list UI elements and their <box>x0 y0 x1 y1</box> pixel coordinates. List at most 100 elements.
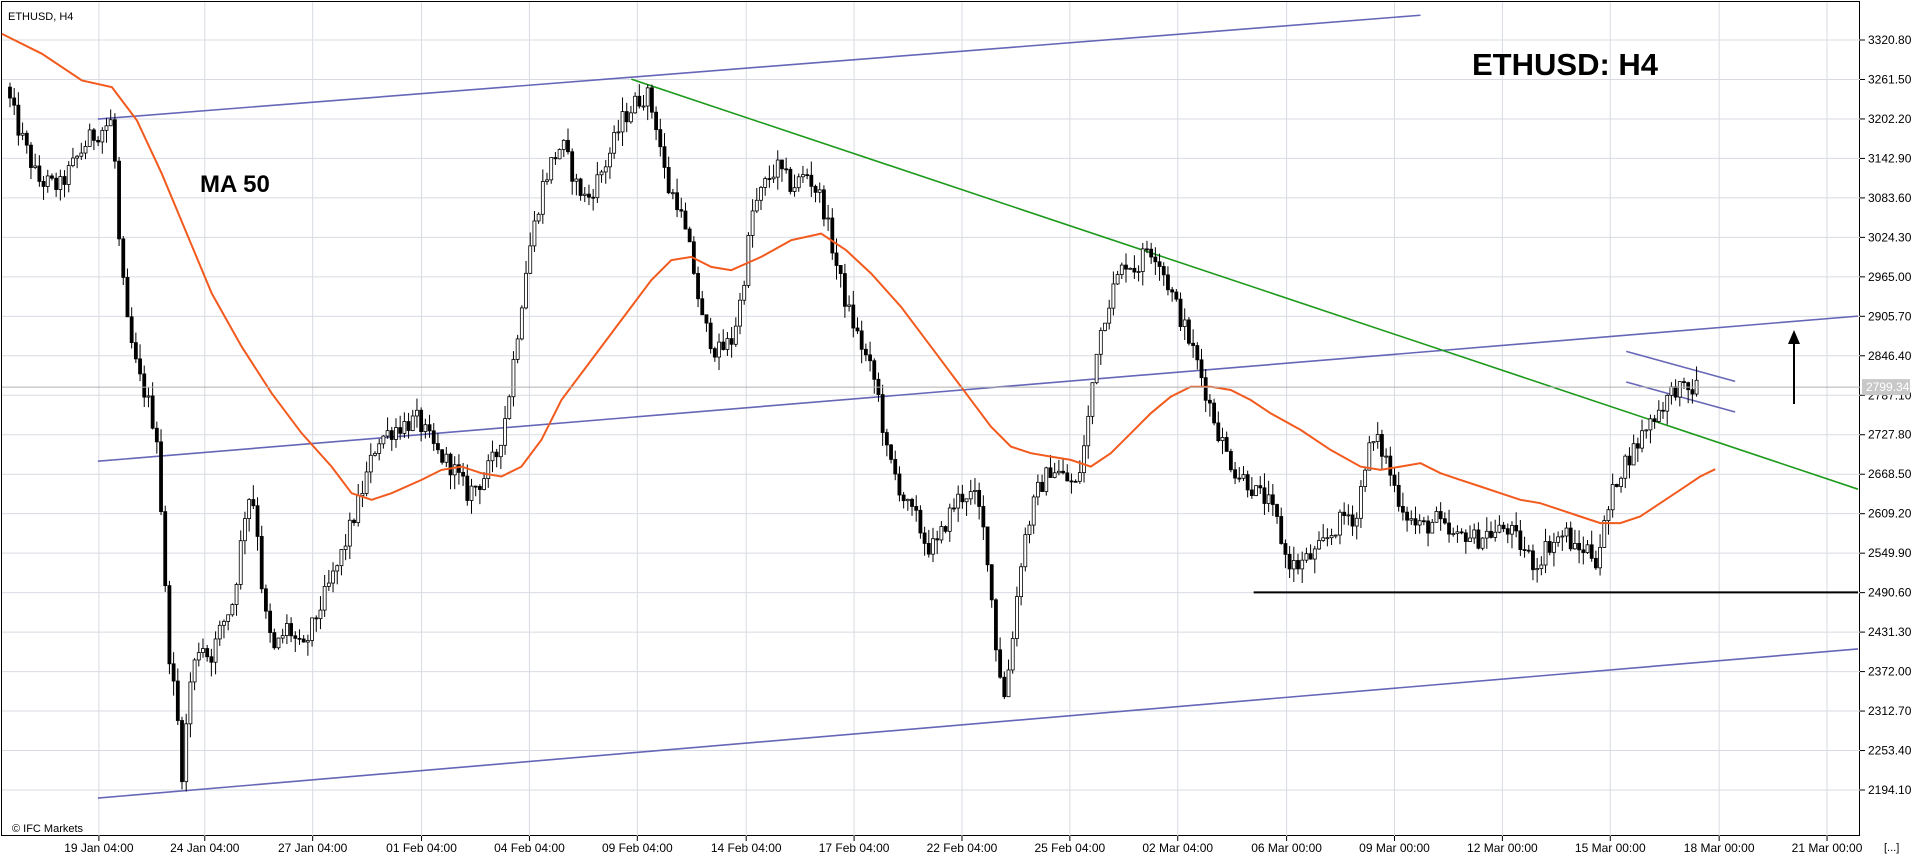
candle-body <box>964 498 969 503</box>
candle-body <box>507 396 512 420</box>
candle-body <box>1510 525 1514 535</box>
candle-body <box>683 210 688 230</box>
trendline <box>97 648 1859 799</box>
candle-body <box>1514 525 1519 532</box>
candle-body <box>331 570 335 584</box>
candle-body <box>1472 529 1477 539</box>
candle-body <box>326 582 331 587</box>
candle-body <box>1249 489 1254 496</box>
candle-body <box>540 181 545 215</box>
candle-body <box>1191 342 1196 346</box>
candle-body <box>163 511 168 587</box>
candle-body <box>712 348 717 358</box>
candle-body <box>251 499 256 507</box>
candle-body <box>1044 467 1049 492</box>
x-tick-label: 15 Mar 00:00 <box>1575 841 1646 855</box>
candle-body <box>998 649 1003 678</box>
candle-body <box>1304 553 1309 561</box>
candle-body <box>880 394 885 433</box>
candle-body <box>947 507 952 532</box>
candle-body <box>742 284 747 301</box>
candle-body <box>1614 484 1619 487</box>
candle-body <box>767 178 772 180</box>
candle-body <box>1207 399 1212 404</box>
candle-body <box>473 485 478 488</box>
candle-body <box>477 486 482 490</box>
y-tick-label: 2253.40 <box>1868 744 1912 758</box>
candle-body <box>792 187 797 192</box>
candle-body <box>1417 520 1422 526</box>
y-tick-label: 2965.00 <box>1868 270 1912 284</box>
candle-body <box>243 518 247 542</box>
candle-body <box>1187 319 1191 344</box>
candle-body <box>1392 474 1397 486</box>
corner-marker: [...] <box>1884 842 1899 854</box>
candle-body <box>20 132 25 136</box>
candle-body <box>389 430 394 440</box>
candle-body <box>310 617 314 641</box>
candle-body <box>360 492 365 497</box>
candle-body <box>780 159 784 170</box>
candle-body <box>1505 528 1510 535</box>
candle-body <box>830 217 835 254</box>
candle-body <box>637 95 642 107</box>
candle-body <box>71 157 75 167</box>
candle-body <box>423 424 428 432</box>
candle-body <box>79 152 84 157</box>
candle-body <box>561 139 566 150</box>
x-tick-label: 18 Mar 00:00 <box>1684 841 1755 855</box>
candle-body <box>1430 521 1435 534</box>
candle-body <box>608 152 612 168</box>
x-tick-label: 27 Jan 04:00 <box>278 841 348 855</box>
candle-body <box>125 277 130 318</box>
candle-body <box>1153 256 1158 263</box>
candle-body <box>553 157 558 160</box>
candle-body <box>1115 274 1120 285</box>
candle-body <box>1136 271 1141 273</box>
candle-body <box>1166 274 1170 291</box>
candle-body <box>276 637 281 649</box>
candle-body <box>1686 382 1691 391</box>
candle-body <box>415 409 419 417</box>
candle-body <box>238 540 243 585</box>
candle-body <box>188 681 193 725</box>
candle-body <box>532 220 537 247</box>
candle-body <box>92 129 96 141</box>
candle-body <box>1065 472 1070 482</box>
candle-body <box>763 178 768 188</box>
watermark: © IFC Markets <box>12 823 84 835</box>
candle-body <box>1669 386 1674 396</box>
x-tick-label: 17 Feb 04:00 <box>819 841 890 855</box>
candle-body <box>679 209 684 212</box>
ma-label: MA 50 <box>200 171 270 198</box>
candle-body <box>1396 484 1401 507</box>
candle-body <box>1451 533 1456 536</box>
candle-body <box>1526 549 1531 552</box>
candle-body <box>373 452 377 456</box>
candle-body <box>259 536 264 590</box>
candle-body <box>201 648 205 653</box>
candle-body <box>503 418 507 446</box>
candle-body <box>24 132 29 146</box>
candle-body <box>519 307 524 340</box>
candle-body <box>717 341 721 358</box>
candle-body <box>918 509 923 534</box>
candle-body <box>893 459 898 475</box>
candle-body <box>1463 532 1468 542</box>
candle-body <box>58 176 63 190</box>
candle-body <box>1581 549 1586 553</box>
y-tick-label: 2609.20 <box>1868 507 1912 521</box>
candle-body <box>1384 455 1389 458</box>
candle-body <box>234 584 239 605</box>
candle-body <box>557 149 562 160</box>
y-tick-label: 3202.20 <box>1868 112 1912 126</box>
candle-body <box>813 185 818 193</box>
candle-body <box>1325 537 1330 540</box>
y-tick-label: 3024.30 <box>1868 230 1912 244</box>
candle-body <box>708 322 713 350</box>
candle-body <box>1203 377 1208 401</box>
candle-body <box>268 610 273 633</box>
candle-body <box>1518 530 1523 550</box>
candle-body <box>570 151 575 182</box>
